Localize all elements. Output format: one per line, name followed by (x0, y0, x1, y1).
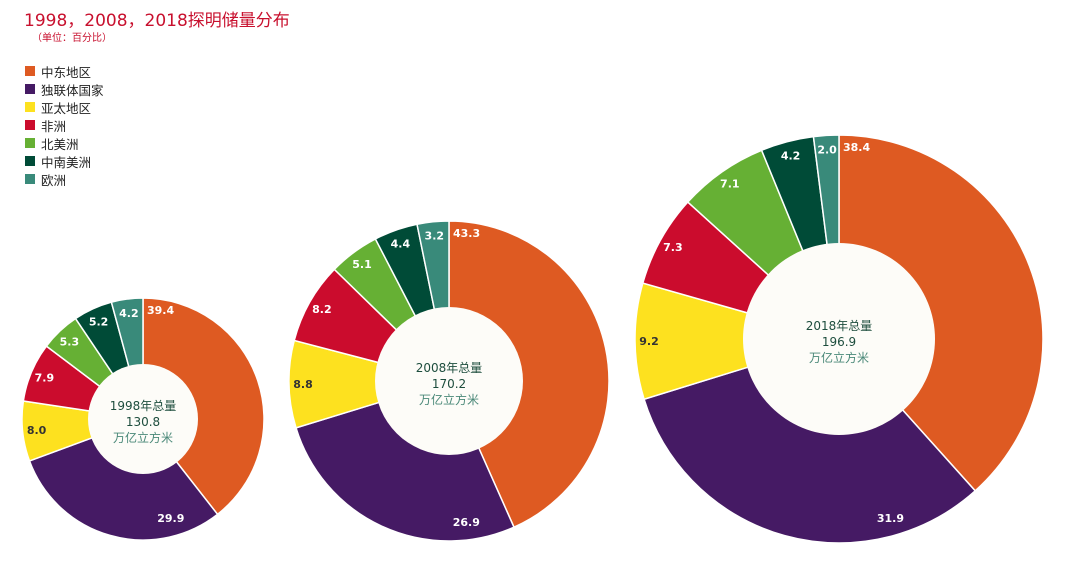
center-title: 2018年总量 (806, 319, 873, 333)
legend-swatch (25, 102, 35, 112)
pie-slice (448, 220, 610, 529)
legend-item: 中东地区 (25, 62, 104, 80)
legend-item: 独联体国家 (25, 80, 104, 98)
data-label: 39.4 (147, 304, 174, 317)
pie-slice (142, 297, 265, 516)
legend-item: 北美洲 (25, 134, 104, 152)
data-label: 5.2 (89, 316, 109, 329)
pie-slice (28, 418, 219, 541)
data-label: 4.2 (119, 307, 139, 320)
data-label: 38.4 (843, 141, 870, 154)
data-label: 5.1 (352, 258, 372, 271)
legend-label: 中南美洲 (41, 154, 92, 170)
center-title: 1998年总量 (110, 399, 177, 413)
legend-swatch (25, 120, 35, 130)
center-value: 196.9 (822, 335, 856, 349)
donut-hole (743, 243, 935, 435)
pie-slice (634, 282, 842, 401)
data-label: 8.2 (312, 303, 332, 316)
donut-hole (375, 307, 523, 455)
legend-item: 欧洲 (25, 170, 104, 188)
data-label: 7.1 (720, 178, 740, 191)
data-label: 3.2 (425, 230, 445, 243)
pie-slice (643, 338, 977, 544)
legend-item: 亚太地区 (25, 98, 104, 116)
legend-label: 独联体国家 (41, 82, 104, 98)
legend-swatch (25, 174, 35, 184)
data-label: 43.3 (453, 227, 480, 240)
data-label: 31.9 (877, 512, 904, 525)
center-value: 130.8 (126, 415, 160, 429)
legend-item: 非洲 (25, 116, 104, 134)
legend: 中东地区独联体国家亚太地区非洲北美洲中南美洲欧洲 (25, 62, 104, 188)
data-label: 7.3 (663, 241, 683, 254)
data-label: 26.9 (453, 516, 480, 529)
pie-slice (288, 339, 452, 429)
chart-title: 1998，2008，2018探明储量分布 (24, 11, 290, 31)
donut-hole (88, 364, 198, 474)
data-label: 5.3 (60, 335, 80, 348)
center-unit: 万亿立方米 (419, 392, 479, 407)
legend-swatch (25, 138, 35, 148)
legend-label: 非洲 (41, 118, 67, 134)
legend-label: 北美洲 (41, 136, 79, 152)
legend-swatch (25, 66, 35, 76)
legend-label: 亚太地区 (41, 100, 92, 116)
chart-subtitle: （单位：百分比） (32, 33, 112, 44)
legend-label: 欧洲 (41, 172, 67, 188)
data-label: 8.8 (293, 378, 313, 391)
center-value: 170.2 (432, 377, 466, 391)
legend-item: 中南美洲 (25, 152, 104, 170)
legend-swatch (25, 84, 35, 94)
data-label: 9.2 (639, 335, 659, 348)
data-label: 8.0 (27, 424, 47, 437)
pie-slice (838, 134, 1044, 492)
data-label: 2.0 (817, 143, 837, 156)
center-unit: 万亿立方米 (113, 430, 173, 445)
legend-swatch (25, 156, 35, 166)
data-label: 4.4 (391, 237, 411, 250)
center-unit: 万亿立方米 (809, 350, 869, 365)
center-title: 2008年总量 (416, 361, 483, 375)
data-label: 7.9 (35, 372, 55, 385)
data-label: 29.9 (157, 512, 184, 525)
data-label: 4.2 (781, 149, 801, 162)
legend-label: 中东地区 (41, 64, 92, 80)
